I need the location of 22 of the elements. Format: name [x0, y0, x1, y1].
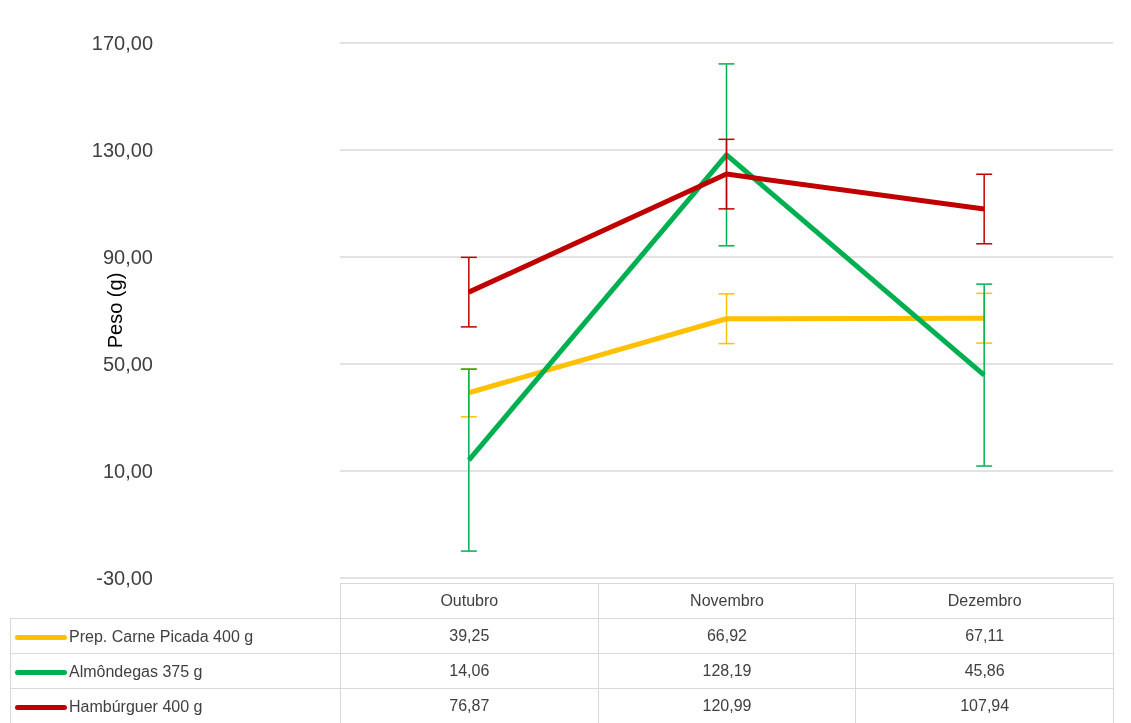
legend-label: Hambúrguer 400 g	[69, 698, 203, 717]
y-tick-label: 90,00	[102, 246, 153, 268]
y-tick-label: 170,00	[91, 32, 153, 54]
y-axis-title: Peso (g)	[104, 272, 127, 349]
y-tick-label: 50,00	[102, 353, 153, 375]
legend-label: Almôndegas 375 g	[69, 663, 203, 682]
y-tick-label: 10,00	[102, 460, 153, 482]
data-label: 67,11	[855, 618, 1114, 654]
legend-label: Prep. Carne Picada 400 g	[69, 628, 254, 647]
data-label: 120,99	[598, 688, 856, 723]
x-tick-label: Outubro	[340, 583, 599, 619]
data-label: 107,94	[855, 688, 1114, 723]
data-label: 66,92	[598, 618, 856, 654]
y-tick-label: -30,00	[96, 567, 153, 589]
x-tick-label: Dezembro	[855, 583, 1114, 619]
x-tick-label: Novembro	[598, 583, 856, 619]
data-label: 14,06	[340, 653, 599, 689]
data-label: 128,19	[598, 653, 856, 689]
data-label: 76,87	[340, 688, 599, 723]
data-label: 45,86	[855, 653, 1114, 689]
data-label: 39,25	[340, 618, 599, 654]
y-tick-label: 130,00	[91, 139, 153, 161]
